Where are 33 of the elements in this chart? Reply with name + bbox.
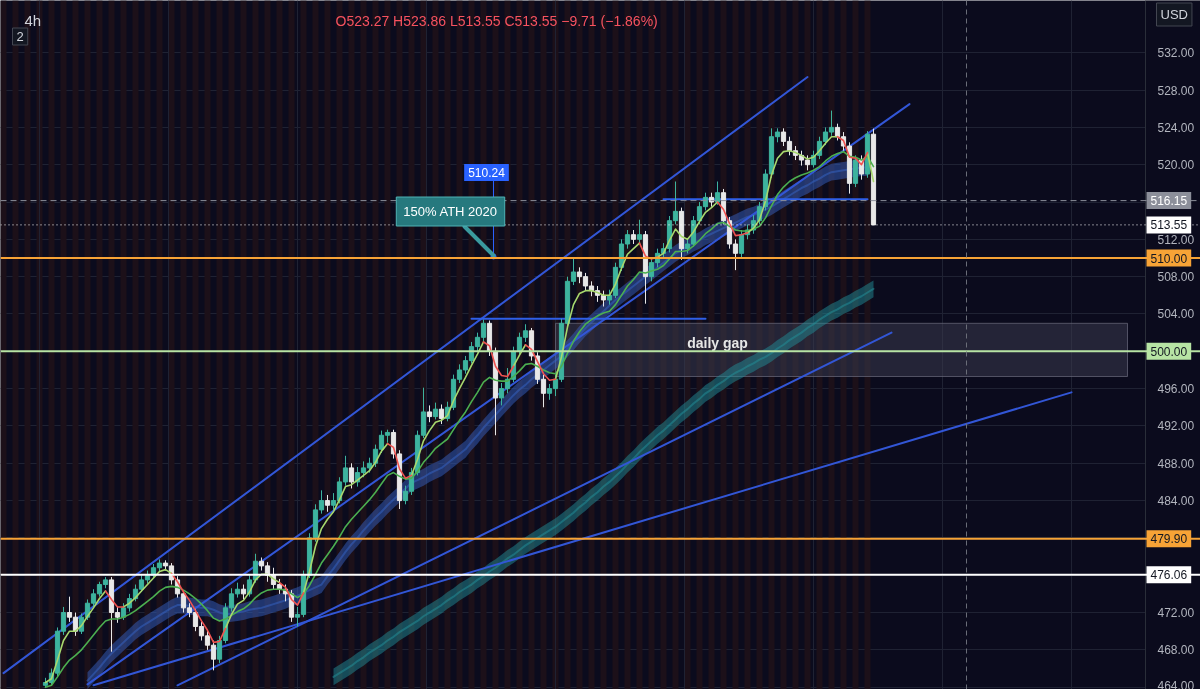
y-tick-label: 464.00: [1157, 678, 1195, 689]
y-tick-label: 524.00: [1157, 120, 1195, 135]
annotation: 2: [16, 29, 24, 44]
annotation: 150% ATH 2020: [403, 204, 497, 219]
y-tick-label: 488.00: [1157, 456, 1195, 471]
text: 4h: [24, 12, 42, 29]
text: USD: [1160, 7, 1188, 22]
ref-line-label: 476.06: [1150, 568, 1188, 583]
y-tick-label: 508.00: [1157, 270, 1195, 285]
y-tick-label: 504.00: [1157, 307, 1195, 322]
annotation: O523.27 H523.86 L513.55 C513.55 −9.71 (−1.86%): [335, 12, 658, 29]
candlestick: [636, 219, 643, 244]
y-tick-label: 472.00: [1157, 606, 1195, 621]
y-tick-label: 484.00: [1157, 494, 1195, 509]
ref-line-label: 500.00: [1150, 344, 1188, 359]
y-tick-label: 532.00: [1157, 46, 1195, 61]
candlestick: [714, 181, 721, 206]
y-tick-label: 496.00: [1157, 382, 1195, 397]
y-tick-label: 520.00: [1157, 158, 1195, 173]
y-tick-label: 528.00: [1157, 83, 1195, 98]
band-label: daily gap: [687, 334, 748, 351]
y-tick-label: 512.00: [1157, 232, 1195, 247]
ref-line-label: 516.15: [1150, 194, 1188, 209]
annotation: 510.24: [468, 166, 506, 180]
candlestick: [852, 154, 859, 188]
y-tick-label: 492.00: [1157, 419, 1195, 434]
y-tick-label: 468.00: [1157, 643, 1195, 658]
candlestick: [348, 462, 355, 489]
candlestick: [438, 403, 445, 425]
ref-line-label: 510.00: [1150, 251, 1188, 266]
ref-line-label: 513.55: [1150, 218, 1188, 233]
ref-line-label: 479.90: [1150, 532, 1188, 547]
candlestick: [738, 229, 745, 258]
